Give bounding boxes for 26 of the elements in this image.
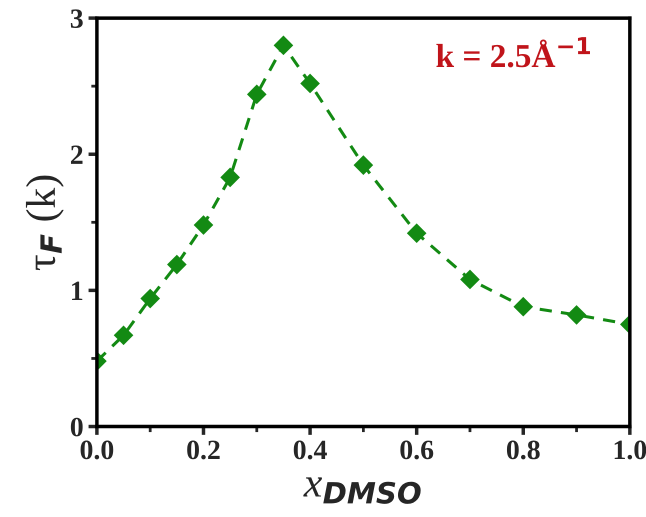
x-tick-label: 0.2: [187, 440, 220, 460]
y-tick-label: 2: [70, 145, 83, 164]
point: [354, 155, 374, 175]
y-tick-label: 0: [70, 418, 83, 436]
x-tick-label: 1.0: [614, 440, 646, 460]
point: [246, 84, 267, 104]
annotation: k = 2.5Å$^{−1}$: [436, 37, 590, 68]
y-tick-label: 1: [72, 282, 82, 300]
point: [406, 223, 426, 244]
point: [513, 296, 534, 317]
x-tick-label: 0.0: [80, 440, 114, 460]
point: [167, 254, 187, 274]
point: [300, 74, 320, 94]
point: [194, 215, 214, 235]
point: [460, 270, 480, 290]
point: [274, 36, 294, 56]
x-tick-label: 0.8: [506, 440, 540, 460]
point: [140, 288, 160, 308]
x-axis-title: x$_{DMSO}$: [303, 477, 421, 504]
point: [114, 325, 134, 346]
y-tick-label: 3: [70, 9, 83, 28]
y-axis-title: τ$_{F}$ (k): [26, 176, 64, 270]
x-tick-label: 0.4: [294, 440, 327, 460]
point: [220, 168, 240, 188]
x-tick-label: 0.6: [400, 440, 434, 460]
point: [566, 305, 586, 325]
